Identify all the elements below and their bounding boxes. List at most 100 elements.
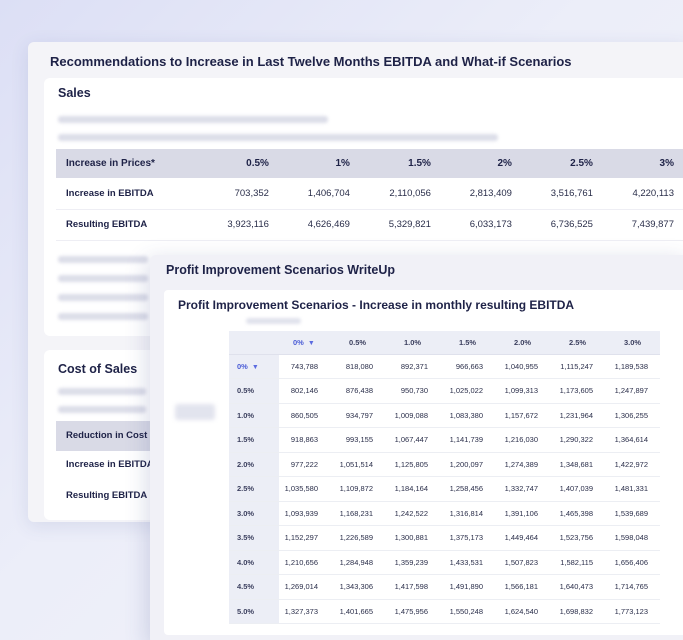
matrix-row-header: 2.5%: [229, 476, 279, 502]
matrix-cell: 1,125,805: [385, 452, 440, 477]
matrix-cell: 1,258,456: [440, 476, 495, 502]
table-row: 5.0% 1,327,373 1,401,665 1,475,956 1,550,248…: [229, 599, 660, 624]
table-cell: 3,516,761: [523, 178, 605, 210]
matrix-cell: 1,025,022: [440, 378, 495, 404]
matrix-cell: 1,539,689: [605, 501, 660, 526]
matrix-cell: 1,481,331: [605, 476, 660, 502]
matrix-cell: 966,663: [440, 354, 495, 379]
table-row: 3.0% 1,093,939 1,168,231 1,242,522 1,316,814…: [229, 501, 660, 526]
matrix-cell: 1,348,681: [550, 452, 605, 477]
matrix-row-header: 4.0%: [229, 550, 279, 575]
matrix-cell: 1,009,088: [385, 403, 440, 428]
matrix-cell: 1,269,014: [279, 574, 330, 600]
matrix-cell: 1,433,531: [440, 550, 495, 575]
matrix-row-header: 4.5%: [229, 574, 279, 600]
matrix-cell: 918,863: [279, 427, 330, 453]
selected-column-dropdown[interactable]: 0% ▼: [279, 331, 330, 355]
table-row: 0% ▼ 743,788 818,080 892,371 966,663 1,040,955…: [229, 354, 660, 379]
selected-row-value: 0%: [237, 361, 248, 371]
matrix-col-header: 2.0%: [495, 331, 550, 355]
matrix-cell: 1,364,614: [605, 427, 660, 453]
matrix-cell: 1,300,881: [385, 525, 440, 551]
matrix-row-header: 3.0%: [229, 501, 279, 526]
selected-row-dropdown[interactable]: 0% ▼: [229, 354, 279, 379]
chevron-down-icon: ▼: [251, 363, 259, 371]
matrix-cell: 1,141,739: [440, 427, 495, 453]
matrix-cell: 1,173,605: [550, 378, 605, 404]
matrix-cell: 1,491,890: [440, 574, 495, 600]
matrix-cell: 1,093,939: [279, 501, 330, 526]
matrix-cell: 1,401,665: [330, 599, 385, 624]
table-row: 2.5% 1,035,580 1,109,872 1,184,164 1,258,456…: [229, 476, 660, 502]
matrix-cell: 1,391,106: [495, 501, 550, 526]
sales-header-cell: Increase in Prices*: [56, 149, 201, 178]
matrix-cell: 1,449,464: [495, 525, 550, 551]
matrix-row-header: 3.5%: [229, 525, 279, 551]
cos-row-label: Increase in EBITDA: [66, 459, 154, 470]
matrix-cell: 1,226,589: [330, 525, 385, 551]
matrix-row-header: 1.0%: [229, 403, 279, 428]
matrix-col-header: 2.5%: [550, 331, 605, 355]
matrix-cell: 1,327,373: [279, 599, 330, 624]
matrix-cell: 860,505: [279, 403, 330, 428]
matrix-cell: 1,083,380: [440, 403, 495, 428]
matrix-col-header: 3.0%: [605, 331, 660, 355]
table-cell: 3,923,116: [201, 209, 281, 241]
matrix-cell: 1,274,389: [495, 452, 550, 477]
matrix-cell: 1,242,522: [385, 501, 440, 526]
blurred-text: [58, 388, 146, 395]
matrix-cell: 1,656,406: [605, 550, 660, 575]
matrix-cell: 802,146: [279, 378, 330, 404]
matrix-cell: 1,422,972: [605, 452, 660, 477]
cost-of-sales-title: Cost of Sales: [58, 362, 138, 376]
table-row: 2.0% 977,222 1,051,514 1,125,805 1,200,097 1,…: [229, 452, 660, 477]
matrix-cell: 1,698,832: [550, 599, 605, 624]
scenarios-card-title: Profit Improvement Scenarios - Increase …: [178, 298, 575, 312]
table-cell: Resulting EBITDA: [56, 209, 201, 241]
blurred-text: [58, 406, 146, 413]
matrix-cell: 1,359,239: [385, 550, 440, 575]
matrix-col-header: 1.0%: [385, 331, 440, 355]
sales-header-cell: 1%: [280, 149, 362, 178]
matrix-cell: 1,210,656: [279, 550, 330, 575]
table-cell: 2,110,056: [361, 178, 443, 210]
matrix-cell: 743,788: [279, 354, 330, 379]
sales-header-cell: 2.5%: [523, 149, 605, 178]
matrix-cell: 1,550,248: [440, 599, 495, 624]
matrix-cell: 876,438: [330, 378, 385, 404]
sales-table: Increase in Prices* 0.5% 1% 1.5% 2% 2.5%…: [56, 149, 683, 241]
matrix-row-header: 1.5%: [229, 427, 279, 453]
sales-header-cell: 0.5%: [201, 149, 281, 178]
table-row: 0.5% 802,146 876,438 950,730 1,025,022 1,099,…: [229, 378, 660, 404]
matrix-cell: 1,189,538: [605, 354, 660, 379]
matrix-cell: 1,067,447: [385, 427, 440, 453]
chevron-down-icon: ▼: [307, 339, 315, 347]
table-cell: 1,406,704: [280, 178, 362, 210]
blurred-text: [58, 134, 498, 141]
matrix-cell: 1,407,039: [550, 476, 605, 502]
blurred-axis-label: [175, 404, 215, 420]
matrix-cell: 1,465,398: [550, 501, 605, 526]
blurred-text: [58, 275, 148, 282]
matrix-col-header: 1.5%: [440, 331, 495, 355]
table-row: Resulting EBITDA 3,923,116 4,626,469 5,3…: [56, 209, 683, 241]
sales-title: Sales: [58, 86, 91, 100]
matrix-cell: 1,343,306: [330, 574, 385, 600]
matrix-cell: 1,582,115: [550, 550, 605, 575]
blurred-text: [58, 294, 148, 301]
matrix-cell: 1,200,097: [440, 452, 495, 477]
blurred-text: [58, 116, 328, 123]
matrix-cell: 1,216,030: [495, 427, 550, 453]
matrix-cell: 1,115,247: [550, 354, 605, 379]
table-cell: 6,033,173: [442, 209, 524, 241]
table-cell: 6,736,525: [523, 209, 605, 241]
matrix-row-header: 0.5%: [229, 378, 279, 404]
matrix-cell: 1,375,173: [440, 525, 495, 551]
matrix-cell: 1,109,872: [330, 476, 385, 502]
matrix-cell: 1,332,747: [495, 476, 550, 502]
table-cell: 5,329,821: [361, 209, 443, 241]
table-cell: 7,439,877: [604, 209, 683, 241]
matrix-cell: 1,051,514: [330, 452, 385, 477]
matrix-cell: 1,624,540: [495, 599, 550, 624]
table-row: 4.5% 1,269,014 1,343,306 1,417,598 1,491,890…: [229, 574, 660, 600]
